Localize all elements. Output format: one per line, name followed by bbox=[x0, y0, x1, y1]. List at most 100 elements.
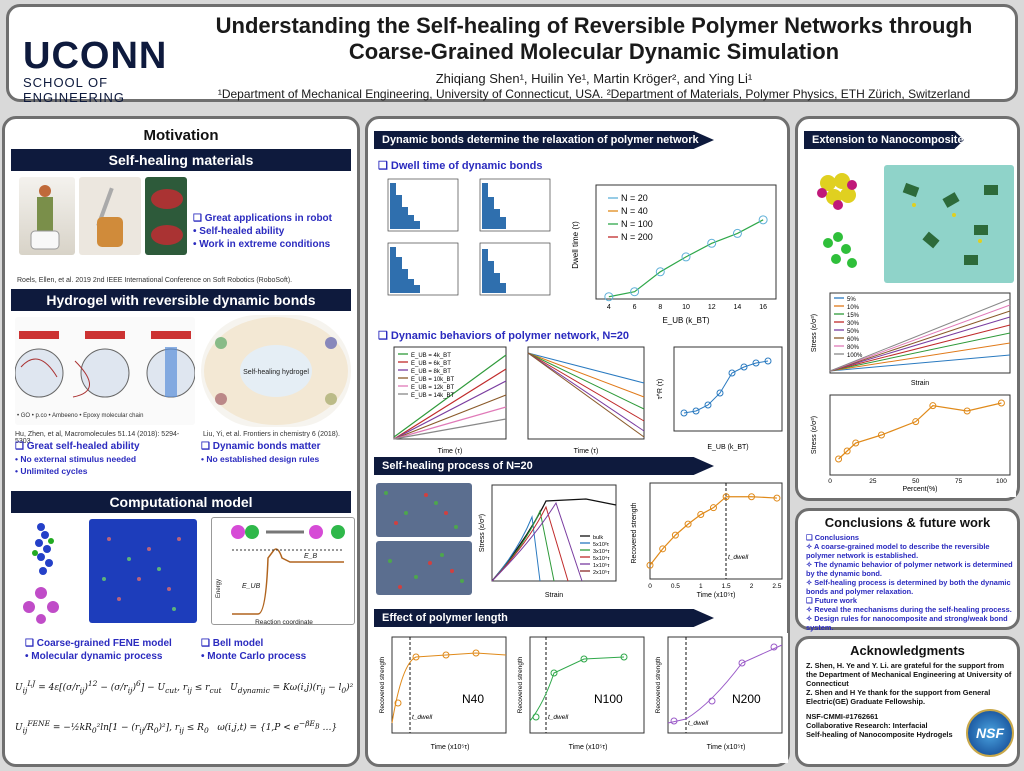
rec-x-tick: 0.5 bbox=[671, 583, 680, 590]
pct-x-tick: 75 bbox=[955, 478, 963, 485]
conclusion-3: ✧ Self-healing process is determined by … bbox=[806, 578, 1011, 596]
dynamic-behaviors-head: ❑ Dynamic behaviors of polymer network, … bbox=[378, 330, 630, 342]
rec-x-label: Time (x10⁵τ) bbox=[697, 592, 736, 599]
dwell-histograms bbox=[376, 175, 562, 303]
nanocomposite-box bbox=[884, 165, 1014, 283]
healing-y-label: Stress (ε/σ³) bbox=[479, 514, 486, 552]
pct-point bbox=[852, 439, 860, 447]
rec-point bbox=[748, 493, 756, 501]
dwell-time-chart: Dwell time (τ) E_UB (k_BT) N = 20 N = 40 N… bbox=[568, 179, 783, 329]
legend-label: N = 100 bbox=[621, 219, 653, 229]
dwell-point bbox=[604, 292, 614, 302]
n40-x-label: Time (x10⁵τ) bbox=[431, 744, 470, 751]
pct-point bbox=[963, 407, 971, 415]
self-healing-hydrogel-label: Self-healing hydrogel bbox=[243, 369, 309, 376]
rec-x-tick: 0 bbox=[648, 583, 652, 590]
self-healing-bar: Self-healing materials bbox=[11, 149, 351, 171]
ack-text: Z. Shen, H. Ye and Y. Li. are grateful f… bbox=[806, 661, 1014, 739]
ref-roels: Roels, Ellen, et al. 2019 2nd IEEE Inter… bbox=[17, 277, 293, 284]
rec-point bbox=[722, 493, 730, 501]
percent-legend: 5% 10% 15% 30% 50% 60% 80% 100% bbox=[834, 297, 863, 359]
n40-tdwell: t_dwell bbox=[412, 714, 433, 721]
recovered-strength-chart: t_dwell Time (x10⁵τ) Recovered strength … bbox=[626, 479, 786, 603]
hydrogel-bar: Hydrogel with reversible dynamic bonds bbox=[11, 289, 351, 311]
rec-point bbox=[709, 504, 717, 512]
dwell-x-label: E_UB (k_BT) bbox=[662, 316, 709, 325]
n200-tdwell: t_dwell bbox=[688, 720, 709, 727]
nsf-text: NSF bbox=[976, 725, 1004, 741]
rec-point bbox=[684, 520, 692, 528]
rec-y-label: Recovered strength bbox=[631, 502, 638, 563]
pct-point bbox=[877, 431, 885, 439]
tau-x-label: E_UB (k_BT) bbox=[707, 444, 748, 451]
rec-x-tick: 1 bbox=[699, 583, 703, 590]
bullet-extreme: • Work in extreme conditions bbox=[193, 239, 331, 250]
section-dynamic-bonds: Dynamic bonds determine the relaxation o… bbox=[374, 131, 714, 149]
legend-label: 60% bbox=[847, 337, 860, 343]
acknowledgments-box: Acknowledgments Z. Shen, H. Ye and Y. Li… bbox=[795, 636, 1020, 767]
future-2: ✧ Design rules for nanocomposite and str… bbox=[806, 614, 1008, 632]
length-chart-n100: N100 t_dwell Time (x10⁵τ) Recovered stre… bbox=[514, 633, 650, 763]
uconn-logo: UCONN SCHOOL OF ENGINEERING bbox=[23, 37, 173, 105]
ack-p5: Self-healing of Nanocomposite Hydrogels bbox=[806, 730, 953, 739]
section-nanocomposite: Extension to Nanocomposite bbox=[804, 131, 964, 149]
pct-point bbox=[835, 455, 843, 463]
n40-label: N40 bbox=[462, 692, 484, 706]
hydrogel-bond-wheel: Self-healing hydrogel bbox=[201, 315, 351, 427]
dwell-point bbox=[630, 287, 640, 297]
healing-snapshot-1 bbox=[376, 483, 472, 537]
rec-x-tick: 2 bbox=[750, 583, 754, 590]
dwell-point bbox=[655, 267, 665, 277]
rec-x-tick: 2.5 bbox=[772, 583, 781, 590]
autocorr-x-label: Time (τ) bbox=[574, 448, 599, 455]
conclusions-head: ❑ Conclusions bbox=[806, 533, 860, 542]
eub-label: E_UB bbox=[242, 583, 261, 590]
dwell-time-head: ❑ Dwell time of dynamic bonds bbox=[378, 160, 543, 172]
n200-label: N200 bbox=[732, 692, 761, 706]
g1-legend: E_UB = 4k_BT E_UB = 6k_BT E_UB = 8k_BT E_UB… bbox=[398, 353, 455, 399]
molecule-illustration bbox=[15, 517, 85, 625]
no-design-rules-item: • No established design rules bbox=[201, 454, 320, 464]
ack-title: Acknowledgments bbox=[850, 643, 965, 658]
rec-point bbox=[697, 511, 705, 519]
legend-label: N = 200 bbox=[621, 232, 653, 242]
ack-p2: Z. Shen and H Ye thank for the support f… bbox=[806, 688, 991, 706]
bell-block: ❑ Bell model • Monte Carlo process bbox=[201, 637, 361, 663]
great-self-healed-head: ❑ Great self-healed ability bbox=[15, 441, 140, 452]
pct-x-tick: 100 bbox=[996, 478, 1007, 485]
pct-y-label: Stress (ε/σ³) bbox=[811, 416, 818, 454]
dwell-y-label: Dwell time (τ) bbox=[571, 221, 580, 269]
legend-label: 80% bbox=[847, 345, 860, 351]
rec-x-tick: 1.5 bbox=[722, 583, 731, 590]
pct-point bbox=[929, 402, 937, 410]
legend-label: bulk bbox=[593, 535, 603, 541]
dwell-x-tick: 4 bbox=[607, 304, 611, 311]
nano-percent-chart: Percent(%) Stress (ε/σ³) 0 25 50 75 100 bbox=[806, 391, 1016, 497]
no-stimulus-item: • No external stimulus needed bbox=[15, 454, 137, 464]
n40-y-label: Recovered strength bbox=[379, 656, 386, 713]
pct-point bbox=[912, 418, 920, 426]
dwell-x-tick: 6 bbox=[633, 304, 637, 311]
dwell-x-tick: 8 bbox=[658, 304, 662, 311]
ref-hu: Hu, Zhen, et al, Macromolecules 51.14 (2… bbox=[15, 431, 180, 445]
legend-label: E_UB = 12k_BT bbox=[411, 385, 455, 391]
lj-equation: UijLJ = 4ε[(σ/rij)12 − (σ/rij)6] − Ucut,… bbox=[15, 679, 354, 695]
logo-sub: SCHOOL OF ENGINEERING bbox=[23, 75, 126, 105]
network-simulation-box bbox=[89, 519, 197, 623]
hydrogel-schematic: • GO • p.co • Ambeeno • Epoxy molecular … bbox=[14, 317, 196, 425]
robot-image-2 bbox=[79, 177, 141, 255]
dwell-point bbox=[681, 252, 691, 262]
bell-head: ❑ Bell model bbox=[201, 638, 264, 649]
future-1: ✧ Reveal the mechanisms during the self-… bbox=[806, 605, 1012, 614]
pct-x-tick: 50 bbox=[912, 478, 920, 485]
legend-label: 5% bbox=[847, 297, 856, 303]
rec-point bbox=[773, 494, 781, 502]
legend-label: E_UB = 14k_BT bbox=[411, 393, 455, 399]
ack-p1: Z. Shen, H. Ye and Y. Li. are grateful f… bbox=[806, 661, 1012, 688]
g1-x-label: Time (τ) bbox=[438, 448, 463, 455]
bullet-robot: ❑ Great applications in robot bbox=[193, 213, 332, 224]
n100-label: N100 bbox=[594, 692, 623, 706]
autocorr-chart: Time (τ) bbox=[514, 343, 648, 455]
legend-label: E_UB = 8k_BT bbox=[411, 369, 451, 375]
